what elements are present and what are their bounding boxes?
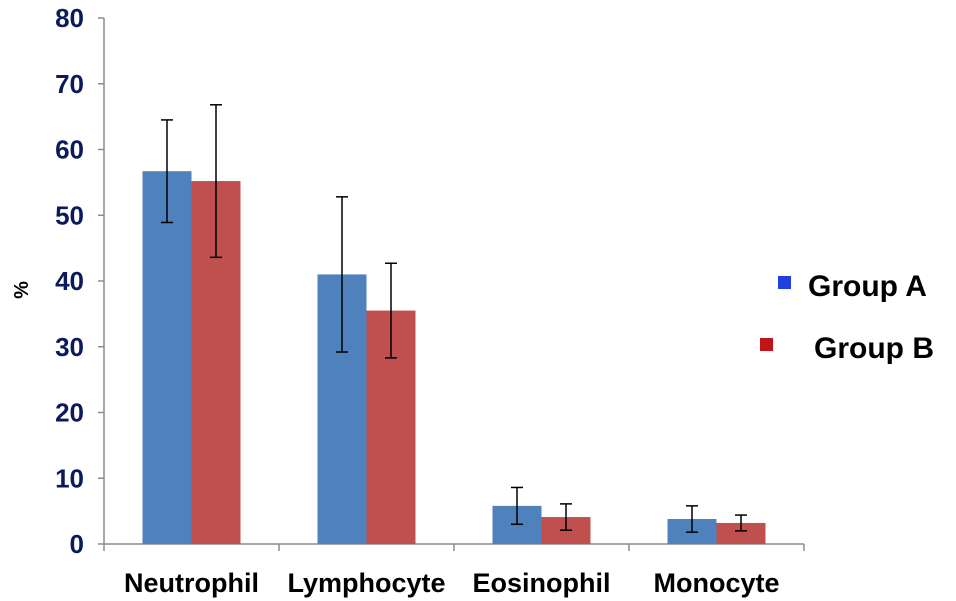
legend-swatch: [778, 276, 791, 289]
legend-label: Group B: [814, 332, 934, 365]
y-tick-label: 30: [55, 332, 84, 362]
y-tick-label: 20: [55, 398, 84, 428]
error-bar: [735, 514, 747, 532]
bar-group-b: [716, 522, 766, 544]
x-axis: Neutrophil Lymphocyte Eosinophil Monocyte: [103, 543, 805, 598]
x-category-label: Lymphocyte: [287, 568, 445, 598]
y-tick-label: 40: [55, 266, 84, 296]
y-tick-label: 10: [55, 463, 84, 493]
bars: [142, 171, 766, 544]
y-tick-label: 80: [55, 3, 84, 33]
legend-item: Group B: [760, 332, 934, 365]
y-tick-label: 0: [70, 529, 84, 559]
y-tick-label: 50: [55, 200, 84, 230]
error-bar: [336, 196, 348, 353]
y-axis-label: %: [11, 281, 33, 299]
legend-item: Group A: [778, 270, 927, 303]
legend: Group A Group B: [760, 270, 934, 365]
error-bars: [161, 104, 747, 533]
error-bar: [511, 486, 523, 526]
y-axis: 0 10 20 30 40 50 60 70 80: [55, 3, 105, 559]
x-category-label: Monocyte: [653, 568, 779, 598]
x-category-label: Neutrophil: [124, 568, 259, 598]
error-bar: [560, 503, 572, 531]
legend-swatch: [760, 338, 773, 351]
error-bar: [210, 104, 222, 259]
error-bar: [686, 505, 698, 533]
error-bar: [385, 262, 397, 359]
error-bar: [161, 119, 173, 224]
y-tick-label: 60: [55, 135, 84, 165]
bar-group-a: [142, 171, 192, 544]
legend-label: Group A: [808, 270, 927, 303]
x-category-label: Eosinophil: [473, 568, 611, 598]
y-tick-label: 70: [55, 69, 84, 99]
